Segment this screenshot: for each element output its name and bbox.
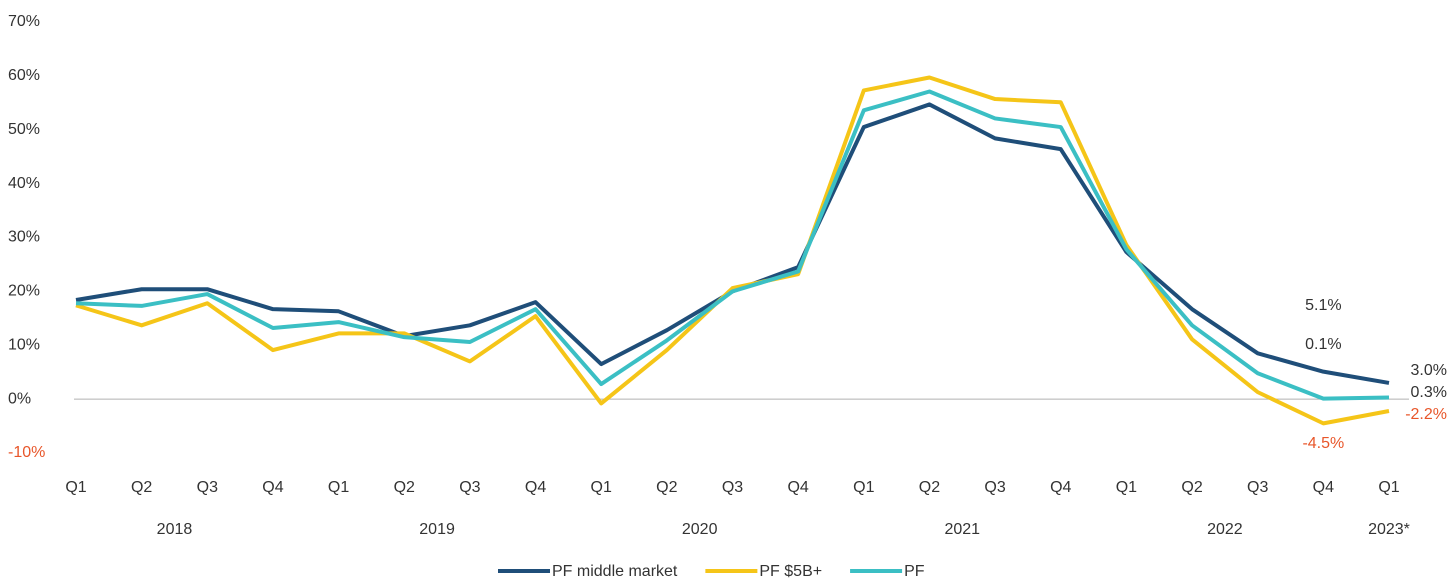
annotation: -2.2% bbox=[1405, 406, 1447, 423]
annotation: -4.5% bbox=[1302, 435, 1344, 452]
x-tick-label: Q2 bbox=[131, 479, 152, 496]
annotation: 5.1% bbox=[1305, 297, 1341, 314]
year-label: 2020 bbox=[682, 521, 718, 538]
x-tick-label: Q2 bbox=[394, 479, 415, 496]
x-tick-label: Q4 bbox=[1050, 479, 1071, 496]
legend-label: PF bbox=[904, 563, 925, 579]
x-tick-label: Q4 bbox=[262, 479, 283, 496]
y-tick-label: -10% bbox=[8, 444, 45, 461]
y-tick-label: 40% bbox=[8, 175, 40, 192]
x-tick-label: Q1 bbox=[1378, 479, 1399, 496]
x-tick-label: Q1 bbox=[328, 479, 349, 496]
legend-label: PF middle market bbox=[552, 563, 678, 579]
x-tick-label: Q2 bbox=[1181, 479, 1202, 496]
x-tick-label: Q3 bbox=[459, 479, 480, 496]
x-tick-label: Q1 bbox=[591, 479, 612, 496]
x-tick-label: Q4 bbox=[787, 479, 808, 496]
y-tick-label: 50% bbox=[8, 121, 40, 138]
y-tick-label: 20% bbox=[8, 283, 40, 300]
x-tick-label: Q3 bbox=[1247, 479, 1268, 496]
annotation: 3.0% bbox=[1411, 362, 1447, 379]
series-line bbox=[75, 89, 1390, 401]
year-label: 2018 bbox=[157, 521, 193, 538]
series-line bbox=[75, 75, 1390, 426]
year-label: 2023* bbox=[1368, 521, 1410, 538]
x-tick-label: Q1 bbox=[65, 479, 86, 496]
legend-label: PF $5B+ bbox=[759, 563, 822, 579]
y-tick-label: 10% bbox=[8, 336, 40, 353]
year-label: 2019 bbox=[419, 521, 455, 538]
x-tick-label: Q4 bbox=[1313, 479, 1334, 496]
x-tick-label: Q1 bbox=[853, 479, 874, 496]
x-tick-label: Q1 bbox=[1116, 479, 1137, 496]
y-tick-label: 30% bbox=[8, 229, 40, 246]
year-label: 2022 bbox=[1207, 521, 1243, 538]
y-tick-label: 60% bbox=[8, 67, 40, 84]
annotation: 0.1% bbox=[1305, 336, 1341, 353]
x-tick-label: Q4 bbox=[525, 479, 546, 496]
annotation: 0.3% bbox=[1411, 384, 1447, 401]
y-tick-label: 70% bbox=[8, 13, 40, 30]
x-tick-label: Q3 bbox=[197, 479, 218, 496]
x-tick-label: Q3 bbox=[984, 479, 1005, 496]
y-tick-label: 0% bbox=[8, 390, 31, 407]
x-tick-label: Q2 bbox=[656, 479, 677, 496]
year-label: 2021 bbox=[944, 521, 980, 538]
x-tick-label: Q3 bbox=[722, 479, 743, 496]
x-tick-label: Q2 bbox=[919, 479, 940, 496]
